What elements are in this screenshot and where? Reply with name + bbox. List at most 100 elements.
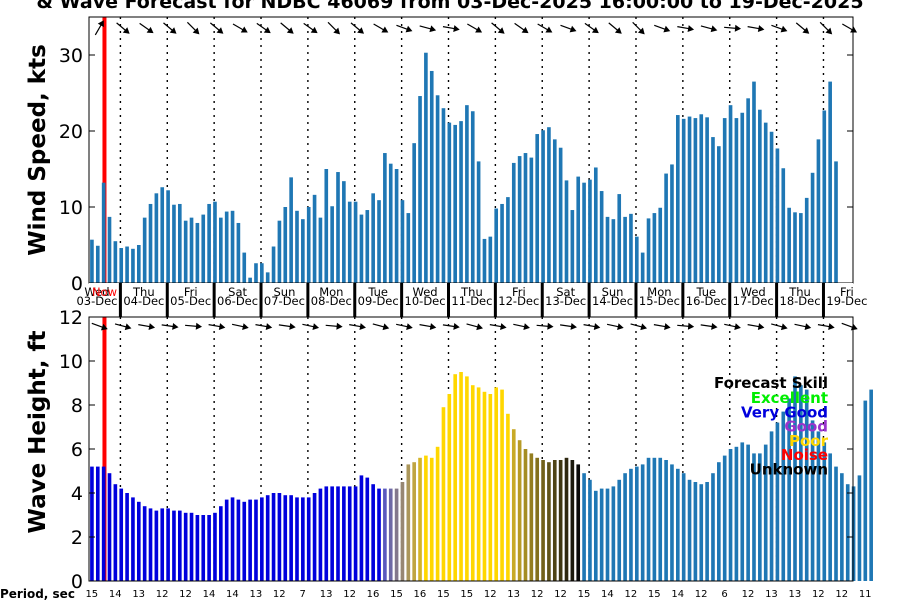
wind-bar [459, 121, 463, 284]
wind-bar [418, 96, 422, 283]
wave-bar [676, 468, 680, 581]
period-value: 15 [460, 589, 473, 600]
period-value: 16 [414, 589, 427, 600]
wave-bar [465, 376, 469, 581]
date-label: 12-Dec [498, 294, 539, 308]
wave-arrow-icon [396, 323, 413, 331]
wind-bar [342, 181, 346, 283]
day-divider [212, 283, 216, 317]
wind-bar [834, 161, 838, 283]
wave-bar [646, 457, 651, 581]
wave-bar [213, 512, 217, 581]
wind-bar [494, 208, 499, 283]
wave-bars [90, 372, 873, 581]
wave-bar [787, 398, 791, 581]
wave-bar [224, 499, 229, 581]
wave-bar [599, 488, 604, 581]
wave-bar [834, 466, 838, 581]
wind-bar [634, 236, 639, 283]
period-value: 12 [624, 589, 637, 600]
wind-bar [113, 241, 118, 283]
wind-bar [172, 204, 176, 283]
wave-bar [148, 508, 153, 581]
day-label: Fri [512, 285, 526, 299]
day-divider [540, 283, 544, 317]
wind-bar [763, 122, 768, 283]
wave-arrow-icon [771, 323, 788, 331]
wave-bar [769, 431, 774, 581]
wind-bar [154, 193, 159, 283]
wave-bar [476, 387, 481, 581]
wave-bar [857, 475, 862, 581]
wind-bar [476, 161, 481, 283]
wind-bar [277, 220, 282, 283]
day-label: Tue [367, 285, 388, 299]
wave-arrow-icon [606, 323, 624, 331]
wind-bar [465, 105, 469, 283]
wave-bar [535, 457, 540, 581]
wind-bar [558, 147, 563, 283]
wind-bar [424, 52, 428, 283]
day-label: Mon [319, 285, 343, 299]
wind-bar [359, 214, 364, 283]
day-label: Wed [84, 285, 109, 299]
legend-item: Good [784, 418, 828, 436]
wave-bar [593, 490, 598, 581]
period-value: 13 [507, 589, 520, 600]
wave-bar [699, 484, 704, 581]
wave-bar [634, 466, 639, 581]
wave-bar [605, 488, 610, 581]
wind-ylabel: Wind Speed, kts [25, 44, 51, 256]
wave-bar [383, 488, 387, 581]
wind-arrow-icon [327, 21, 341, 35]
wind-bar [283, 207, 288, 283]
wave-bar [640, 464, 645, 581]
wind-bar [95, 245, 100, 283]
wind-arrow-icon [350, 22, 364, 34]
wave-bar [119, 488, 124, 581]
wave-bar [470, 385, 475, 581]
period-value: 13 [789, 589, 802, 600]
wave-bar [658, 457, 663, 581]
legend-item: Noise [781, 446, 828, 464]
wave-arrow-icon [466, 323, 483, 331]
wind-bar [301, 219, 305, 283]
wind-arrow-icon [537, 23, 553, 33]
period-label: Period, sec [0, 587, 75, 600]
wave-arrow-icon [724, 323, 741, 331]
wind-arrow-icon [442, 25, 460, 32]
wave-bar [453, 374, 457, 581]
date-label: 11-Dec [451, 294, 492, 308]
wind-arrow-icon [209, 22, 224, 34]
wave-arrow-icon [114, 323, 132, 331]
day-divider [447, 283, 451, 317]
period-value: 12 [343, 589, 356, 600]
wind-bar [588, 179, 592, 283]
wave-bar [242, 501, 247, 581]
wave-arrow-icon [747, 323, 765, 330]
wave-arrow-icon [208, 323, 226, 330]
day-label: Wed [741, 285, 766, 299]
day-divider [165, 283, 169, 317]
wave-bar [271, 493, 276, 581]
wind-bar [570, 210, 575, 283]
date-label: 16-Dec [686, 294, 727, 308]
wave-bar [324, 486, 329, 581]
wave-arrow-icon [161, 322, 179, 330]
wind-bar [547, 127, 551, 283]
wind-arrow-icon [186, 21, 200, 35]
wind-arrow-icon [842, 23, 858, 33]
wave-bar [816, 431, 821, 581]
day-divider [587, 283, 591, 317]
wave-bar [90, 466, 94, 581]
wave-bar [113, 484, 118, 581]
wave-bar [342, 486, 346, 581]
wind-bar [629, 213, 633, 283]
wind-arrow-icon [724, 24, 742, 32]
wave-arrow-icon [677, 322, 695, 330]
wind-bar [435, 95, 440, 283]
wave-bar [617, 479, 622, 581]
period-value: 12 [484, 589, 497, 600]
wave-bar [494, 387, 499, 581]
